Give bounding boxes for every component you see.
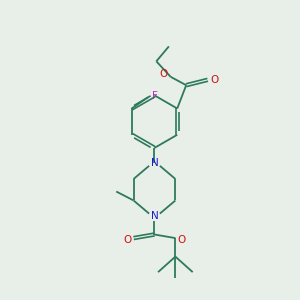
Text: O: O	[178, 235, 186, 244]
Text: O: O	[210, 75, 218, 85]
Text: O: O	[123, 235, 131, 244]
Text: O: O	[160, 70, 168, 80]
Text: N: N	[151, 211, 158, 221]
Text: F: F	[152, 91, 158, 101]
Text: N: N	[151, 158, 158, 168]
